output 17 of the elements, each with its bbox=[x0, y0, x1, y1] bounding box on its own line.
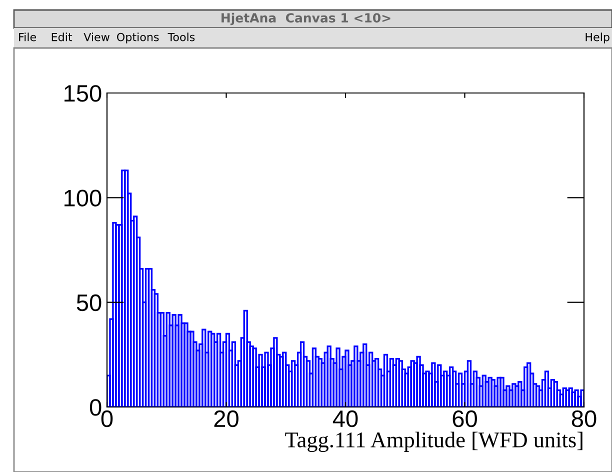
text: Tools bbox=[168, 32, 195, 42]
x-axis-title: Tagg.111 Amplitude [WFD units] bbox=[285, 432, 582, 452]
x-tick-label: 40 bbox=[332, 410, 358, 428]
text: Help bbox=[586, 32, 610, 44]
x-tick-label: 80 bbox=[572, 410, 596, 428]
x-tick-label: 20 bbox=[214, 410, 238, 428]
y-tick-label: 150 bbox=[64, 85, 102, 102]
y-tick-label: 100 bbox=[64, 190, 102, 206]
text: File bbox=[19, 32, 36, 42]
x-tick-label: 0 bbox=[101, 410, 113, 428]
text: Edit bbox=[52, 32, 72, 42]
y-tick-label: 0 bbox=[90, 399, 102, 416]
text: HjetAna Canvas 1 <10> bbox=[222, 12, 390, 26]
text: View bbox=[84, 32, 110, 42]
x-tick-label: 60 bbox=[452, 410, 477, 428]
text: Options bbox=[117, 32, 159, 44]
y-tick-label: 50 bbox=[76, 294, 102, 312]
